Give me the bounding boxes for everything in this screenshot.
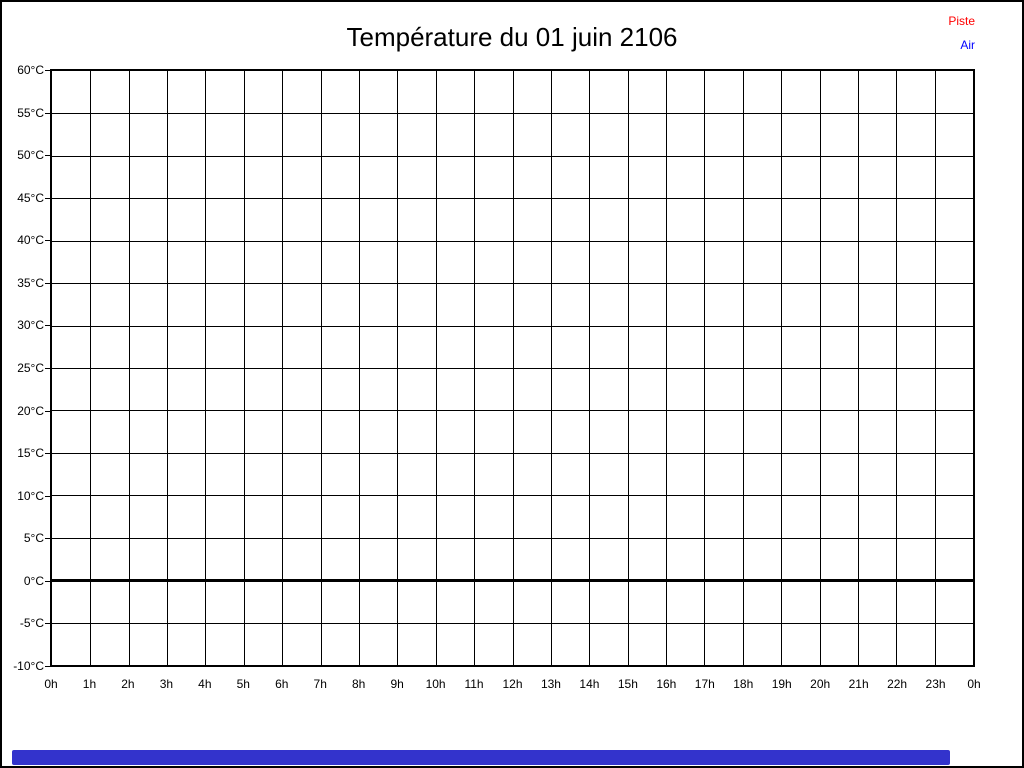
x-axis-tick-label: 13h: [540, 677, 561, 691]
y-axis-tick-label: 45°C: [17, 190, 44, 205]
y-axis-tick-label: 35°C: [17, 275, 44, 290]
x-axis-tick-label: 4h: [198, 677, 212, 691]
legend-item-air: Air: [960, 38, 975, 52]
y-axis-tick: [45, 368, 50, 369]
x-axis-tick-label: 7h: [313, 677, 327, 691]
x-axis-tick-label: 0h: [44, 677, 58, 691]
x-axis-tick-label: 5h: [236, 677, 250, 691]
y-axis-tick: [45, 112, 50, 114]
chart-title: Température du 01 juin 2106: [346, 22, 678, 52]
y-axis-tick: [45, 155, 50, 157]
y-axis-tick-label: 10°C: [17, 488, 44, 503]
gridline-horizontal: [52, 198, 973, 200]
y-axis-tick: [45, 666, 50, 667]
y-axis-tick-label: -10°C: [13, 659, 44, 673]
progress-bar-fill: [12, 750, 950, 765]
x-axis-tick-label: 23h: [925, 677, 946, 691]
gridline-horizontal: [52, 537, 973, 539]
y-axis-tick: [45, 240, 50, 242]
x-axis-tick-label: 3h: [159, 677, 174, 691]
y-axis-tick-label: 0°C: [23, 573, 44, 588]
x-axis-tick-label: 22h: [887, 677, 908, 691]
y-axis-tick-label: 15°C: [17, 446, 44, 461]
y-axis-tick: [45, 453, 50, 455]
x-axis-tick-label: 10h: [425, 677, 446, 691]
x-axis-tick-label: 9h: [390, 677, 404, 691]
gridline-horizontal: [52, 155, 973, 157]
y-axis-tick: [45, 580, 50, 582]
gridline-horizontal: [52, 410, 973, 412]
x-axis-tick-label: 15h: [617, 677, 638, 691]
gridline-horizontal: [52, 325, 973, 327]
x-axis-tick-label: 16h: [656, 677, 677, 691]
x-axis-tick-label: 1h: [82, 677, 97, 691]
legend: Piste Air: [948, 15, 975, 52]
x-axis-tick-label: 21h: [848, 677, 869, 691]
y-axis-tick-label: -5°C: [19, 616, 44, 631]
y-axis-tick-label: 30°C: [17, 318, 44, 333]
y-axis-tick: [45, 495, 50, 497]
x-axis-tick-label: 17h: [694, 677, 715, 691]
x-axis-tick-label: 8h: [351, 677, 366, 691]
x-axis-tick-label: 2h: [121, 677, 135, 691]
y-axis-tick-label: 60°C: [17, 63, 44, 77]
x-axis-tick-label: 0h: [967, 677, 981, 691]
gridline-horizontal: [52, 283, 973, 285]
legend-item-piste: Piste: [948, 14, 975, 28]
y-axis-tick: [45, 325, 50, 327]
y-axis-tick: [45, 623, 50, 625]
gridline-horizontal: [52, 113, 973, 115]
x-axis-tick-label: 14h: [579, 677, 600, 691]
gridline-horizontal: [52, 622, 973, 624]
gridline-horizontal: [52, 368, 973, 369]
plot-area: [50, 69, 975, 667]
y-axis-tick-label: 55°C: [17, 105, 44, 120]
x-axis-tick-label: 6h: [275, 677, 289, 691]
y-axis-tick: [45, 197, 50, 199]
gridline-horizontal: [52, 240, 973, 242]
y-axis-tick: [45, 70, 50, 71]
y-axis-tick-label: 5°C: [23, 531, 44, 546]
zero-degree-line: [52, 579, 973, 583]
y-axis-tick-label: 20°C: [17, 403, 44, 418]
y-axis-tick-label: 40°C: [17, 233, 44, 248]
y-axis-tick-label: 25°C: [17, 361, 44, 375]
y-axis-tick: [45, 282, 50, 284]
y-axis-tick-label: 50°C: [17, 148, 44, 163]
x-axis-tick-label: 19h: [771, 677, 792, 691]
x-axis-tick-label: 12h: [502, 677, 523, 691]
y-axis-tick: [45, 410, 50, 412]
y-axis-tick: [45, 538, 50, 540]
gridline-horizontal: [52, 495, 973, 497]
gridline-horizontal: [52, 452, 973, 454]
x-axis-tick-label: 20h: [810, 677, 831, 691]
x-axis-tick-label: 18h: [733, 677, 754, 691]
x-axis-tick-label: 11h: [464, 677, 484, 691]
